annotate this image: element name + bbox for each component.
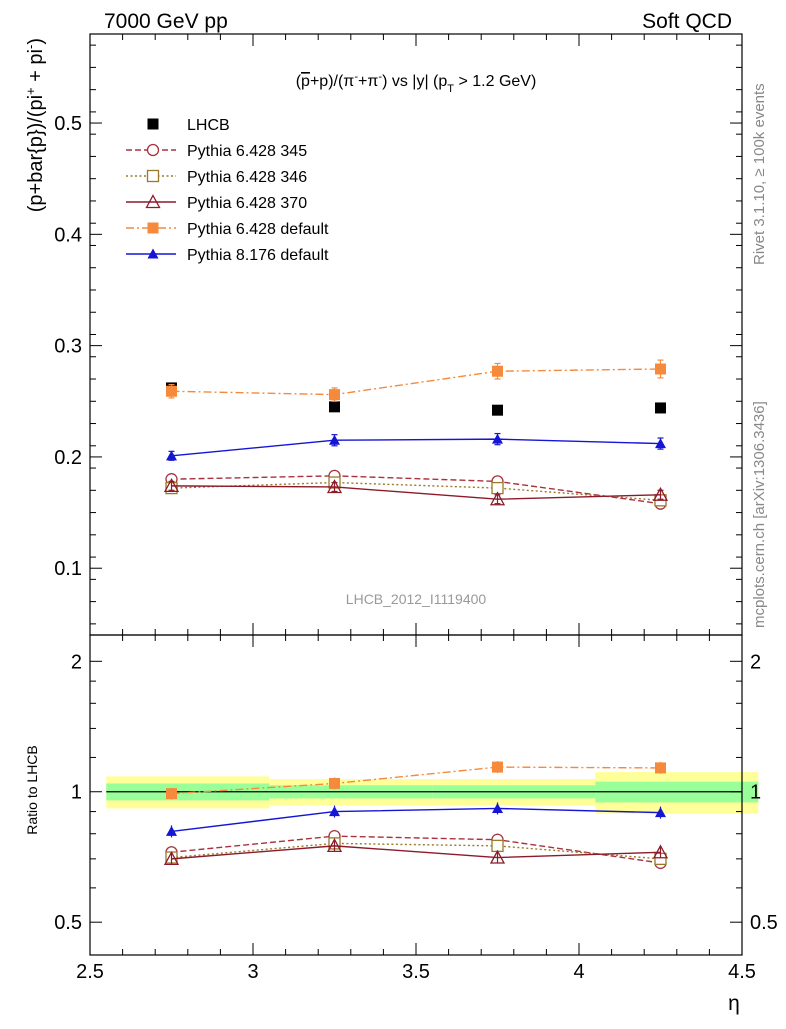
ratio-y-tick-label-right: 1	[750, 782, 761, 804]
legend-label: Pythia 6.428 346	[187, 169, 307, 186]
data-point	[166, 825, 177, 836]
data-point	[489, 491, 506, 506]
legend-item: Pythia 6.428 345	[126, 143, 307, 160]
series-line	[171, 845, 661, 860]
x-axis-label: η	[728, 992, 740, 1015]
mcplots-source-label: mcplots.cern.ch [arXiv:1306.3436]	[751, 401, 768, 628]
main-series-pythia-6-428-370	[163, 477, 669, 506]
data-point	[655, 402, 666, 414]
data-point	[166, 788, 177, 800]
ratio-panel: 0.5 0.5 1 1 2 2 2.5 3 3.5 4 4.5 Ratio to LHCB η	[24, 634, 778, 1015]
main-series-pythia-6-428-default	[166, 359, 666, 402]
legend-item: LHCB	[147, 117, 230, 134]
series-line	[171, 842, 661, 860]
data-point	[652, 486, 669, 501]
legend-item: Pythia 8.176 default	[126, 247, 329, 264]
header-right-label: Soft QCD	[642, 10, 732, 33]
main-y-tick-label: 0.1	[54, 558, 82, 580]
data-point	[163, 851, 180, 866]
legend-marker	[147, 222, 159, 234]
ratio-series-pythia-6-428-370	[163, 838, 669, 866]
legend-marker	[147, 118, 159, 130]
ratio-y-axis-label: Ratio to LHCB	[24, 745, 40, 834]
legend-label: LHCB	[187, 117, 230, 134]
data-point	[492, 433, 503, 444]
main-y-tick-label: 0.2	[54, 447, 82, 469]
ratio-y-tick-label-right: 0.5	[750, 912, 778, 934]
main-series-pythia-8-176-default	[166, 432, 666, 461]
series-line	[171, 485, 661, 500]
main-panel: (p+p)/(π-+π-) vs |y| (pT > 1.2 GeV) (p+b…	[23, 33, 743, 636]
data-point	[166, 385, 177, 397]
data-point	[492, 802, 503, 813]
data-point	[329, 777, 340, 789]
data-point	[492, 404, 503, 416]
series-line	[171, 438, 661, 457]
main-y-axis-label: (p+bar{p})/(pi+ + pi-)	[23, 38, 48, 212]
data-point	[652, 844, 669, 859]
data-point	[166, 450, 177, 461]
legend-label: Pythia 6.428 345	[187, 143, 307, 160]
main-y-tick-label: 0.5	[54, 113, 82, 135]
main-y-tick-label: 0.4	[54, 224, 82, 246]
ratio-y-tick-label: 0.5	[54, 912, 82, 934]
data-point	[329, 389, 340, 401]
series-line	[171, 481, 661, 502]
rivet-version-label: Rivet 3.1.10, ≥ 100k events	[751, 83, 768, 265]
legend: LHCB Pythia 6.428 345 Pythia 6.428 346 Pyth…	[126, 117, 329, 264]
ratio-series-pythia-6-428-345	[165, 829, 667, 870]
main-series-lhcb	[166, 382, 666, 416]
legend-marker	[145, 194, 161, 209]
data-point	[329, 401, 340, 413]
legend-marker	[146, 143, 160, 157]
analysis-watermark: LHCB_2012_I1119400	[346, 591, 487, 607]
series-line	[171, 766, 661, 795]
data-point	[329, 806, 340, 817]
ratio-series-pythia-6-428-default	[166, 761, 666, 800]
legend-label: Pythia 6.428 default	[187, 221, 329, 238]
x-tick-label: 3	[247, 961, 258, 983]
x-tick-label: 4.5	[728, 961, 756, 983]
data-point	[655, 807, 666, 818]
data-point	[492, 365, 503, 377]
x-tick-label: 3.5	[402, 961, 430, 983]
data-point	[655, 438, 666, 449]
ratio-y-tick-label-right: 2	[750, 651, 761, 673]
main-series-pythia-6-428-345	[165, 469, 667, 510]
data-point	[326, 479, 343, 494]
ratio-series-pythia-8-176-default	[166, 802, 666, 838]
legend-label: Pythia 6.428 370	[187, 195, 307, 212]
legend-item: Pythia 6.428 default	[126, 221, 329, 238]
data-point	[326, 838, 343, 853]
data-point	[492, 761, 503, 773]
series-line	[171, 807, 661, 833]
x-tick-label: 4	[573, 961, 584, 983]
legend-label: Pythia 8.176 default	[187, 247, 329, 264]
main-title: (p+p)/(π-+π-) vs |y| (pT > 1.2 GeV)	[296, 71, 537, 95]
series-line	[171, 475, 661, 505]
header-left-label: 7000 GeV pp	[104, 10, 228, 33]
data-point	[655, 762, 666, 774]
main-series-pythia-6-428-346	[165, 476, 667, 507]
data-point	[163, 477, 180, 493]
data-point	[489, 849, 506, 864]
legend-item: Pythia 6.428 370	[126, 194, 307, 212]
ratio-y-tick-label: 2	[71, 651, 82, 673]
legend-marker	[147, 248, 159, 259]
main-y-tick-label: 0.3	[54, 336, 82, 358]
x-tick-label: 2.5	[76, 961, 104, 983]
legend-marker	[146, 169, 160, 183]
legend-item: Pythia 6.428 346	[126, 169, 307, 186]
series-line	[171, 835, 661, 864]
ratio-y-tick-label: 1	[71, 782, 82, 804]
series-line	[171, 368, 661, 396]
data-point	[329, 434, 340, 445]
data-point	[655, 363, 666, 375]
